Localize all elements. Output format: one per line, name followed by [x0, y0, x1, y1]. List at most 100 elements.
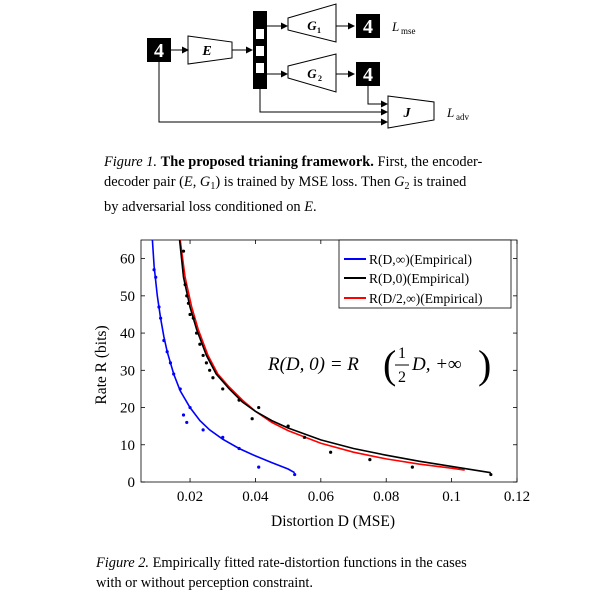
caption-math-e2: E [304, 199, 314, 215]
data-point-0 [165, 350, 169, 354]
x-tick-label: 0.1 [442, 489, 461, 505]
caption-math-comma: , [192, 174, 200, 190]
figure2-caption: Figure 2. Empirically fitted rate-distor… [96, 553, 536, 593]
encoder-block: E [187, 35, 233, 65]
series-group [151, 240, 493, 477]
data-point-0 [154, 275, 158, 279]
legend-label-1: R(D,0)(Empirical) [369, 271, 469, 286]
formula-paren-left: ( [383, 342, 396, 387]
svg-text:4: 4 [363, 16, 373, 38]
rate-distortion-chart: 0.02 0.04 0.06 0.08 0.1 0.12 0 10 20 30 40 50 60 Di… [93, 239, 530, 530]
generator1-block: G 1 [287, 3, 337, 43]
data-point-1 [204, 361, 208, 365]
data-point-0 [188, 405, 192, 410]
formula-lhs: R(D, 0) = R [267, 354, 359, 375]
legend: R(D,∞)(Empirical) R(D,0)(Empirical) R(D/… [338, 239, 512, 309]
y-axis-label: Rate R (bits) [93, 325, 110, 404]
formula-frac-den: 2 [398, 369, 406, 386]
loss-mse-sub: mse [401, 26, 416, 36]
data-point-1 [198, 342, 202, 346]
discriminator-label: J [403, 106, 412, 121]
y-tick-label: 50 [120, 289, 135, 305]
training-framework-diagram: 4 E G 1 G 2 4 4 L [147, 3, 469, 129]
data-point-0 [181, 413, 186, 417]
data-point-0 [157, 305, 161, 309]
formula-paren-right: ) [478, 342, 491, 387]
plot-frame [140, 239, 518, 483]
reconstruction-image-2: 4 [356, 62, 380, 86]
data-point-1 [286, 424, 290, 428]
data-point-1 [489, 472, 493, 477]
formula-rhs: D, +∞ [411, 354, 462, 375]
data-point-1 [208, 368, 212, 372]
data-point-1 [186, 301, 191, 305]
figure1-caption-text-6: . [313, 199, 317, 215]
loss-adv-sub: adv [456, 112, 469, 122]
x-tick-label: 0.06 [308, 489, 335, 505]
figure2-caption-line1: Empirically fitted rate-distortion funct… [152, 555, 467, 571]
caption-math-g1-sub: 1 [210, 181, 216, 192]
x-tick-label: 0.02 [177, 489, 203, 505]
encoder-label: E [201, 44, 211, 59]
data-point-1 [194, 331, 199, 335]
caption-math-g2-sub: 2 [404, 181, 410, 192]
loss-adv-label: L [446, 105, 454, 120]
generator1-label: G [307, 18, 317, 33]
y-tick-label: 40 [120, 326, 135, 342]
y-tick-label: 30 [120, 363, 135, 379]
legend-box [338, 239, 512, 309]
figure1-caption-text-3: ) is trained by MSE loss. Then [215, 174, 395, 190]
figure1-caption-text-2: decoder pair ( [104, 174, 184, 190]
formula-annotation: R(D, 0) = R ( 1 2 D, +∞ ) [267, 342, 491, 387]
generator2-block: G 2 [287, 53, 337, 93]
data-point-1 [237, 398, 241, 402]
data-point-0 [168, 361, 173, 365]
caption-math-g1: G [199, 174, 211, 190]
generator1-sub: 1 [317, 26, 321, 35]
data-point-1 [329, 450, 333, 454]
data-point-0 [162, 338, 166, 343]
data-point-1 [257, 405, 261, 410]
generator2-sub: 2 [318, 74, 322, 83]
data-point-0 [293, 472, 297, 477]
input-image: 4 [147, 38, 171, 62]
figure2-caption-lead: Figure 2. [96, 555, 150, 571]
data-point-0 [185, 420, 189, 425]
data-point-0 [257, 465, 261, 469]
figure1-caption-lead: Figure 1. [104, 154, 158, 170]
x-axis-label: Distortion D (MSE) [271, 513, 395, 530]
data-point-1 [201, 353, 205, 358]
figure1-caption-title: The proposed trianing framework. [160, 154, 374, 170]
data-point-0 [201, 428, 205, 432]
figure1-caption-text-5: by adversarial loss conditioned on [104, 199, 305, 215]
x-tick-label: 0.04 [242, 489, 269, 505]
data-point-1 [302, 435, 307, 439]
data-point-0 [221, 435, 225, 439]
data-point-1 [185, 294, 189, 298]
data-point-0 [237, 446, 241, 451]
data-point-1 [188, 312, 192, 317]
data-point-1 [191, 316, 195, 320]
svg-text:4: 4 [363, 64, 373, 86]
caption-math-g2: G [394, 174, 405, 190]
data-point-1 [181, 249, 186, 253]
data-point-0 [178, 387, 182, 391]
x-tick-label: 0.12 [504, 489, 530, 505]
caption-math-e: E [183, 174, 193, 190]
figure1-caption-text-1: First, the encoder- [377, 154, 483, 170]
loss-mse-label: L [391, 19, 399, 34]
discriminator-block: J [387, 95, 435, 129]
reconstruction-image-1: 4 [356, 14, 380, 38]
data-point-0 [172, 372, 176, 376]
generator2-label: G [307, 66, 317, 81]
data-point-1 [211, 376, 215, 380]
series-line-1 [178, 240, 491, 474]
figure1-caption: Figure 1. The proposed trianing framewor… [104, 152, 524, 217]
data-point-0 [159, 316, 163, 320]
legend-label-0: R(D,∞)(Empirical) [369, 252, 472, 267]
y-tick-label: 10 [120, 438, 135, 454]
data-point-0 [152, 268, 156, 272]
x-axis-ticks: 0.02 0.04 0.06 0.08 0.1 0.12 [177, 240, 530, 505]
data-point-1 [250, 417, 254, 421]
y-tick-label: 20 [120, 401, 135, 417]
